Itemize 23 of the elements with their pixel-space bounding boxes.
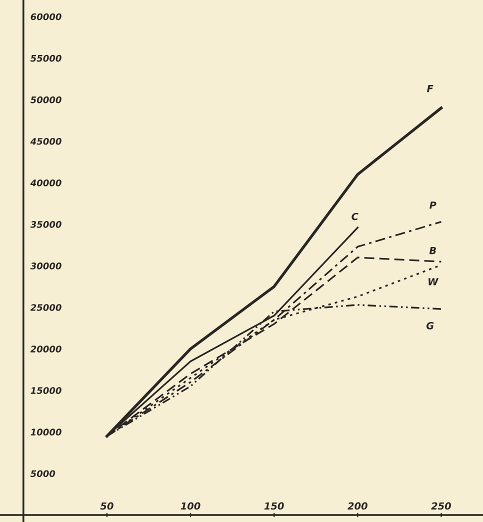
series-label: F	[426, 84, 434, 92]
y-tick-label: 50000	[30, 96, 62, 104]
y-tick-label: 25000	[30, 304, 62, 311]
x-tick-label: 200	[348, 502, 368, 510]
y-tick-label: 10000	[30, 428, 62, 436]
y-tick-label: 15000	[30, 387, 62, 394]
y-tick-label: 35000	[30, 221, 62, 228]
x-tick-label: 100	[180, 502, 200, 510]
series-label: B	[429, 247, 436, 254]
y-tick-label: 55000	[30, 54, 62, 62]
series-label: P	[430, 202, 436, 209]
x-tick-label: 50	[100, 502, 114, 510]
y-tick-label: 60000	[30, 13, 62, 20]
y-tick-label: 5000	[30, 470, 56, 478]
series-label: C	[352, 212, 358, 220]
x-tick-label: 250	[431, 502, 452, 510]
y-tick-label: 30000	[30, 262, 62, 270]
y-tick-label: 40000	[30, 179, 62, 186]
y-tick-label: 20000	[30, 346, 62, 352]
series-label: G	[426, 322, 434, 330]
x-tick-label: 150	[264, 502, 284, 510]
y-tick-label: 45000	[30, 138, 62, 145]
series-label: W	[428, 278, 439, 286]
